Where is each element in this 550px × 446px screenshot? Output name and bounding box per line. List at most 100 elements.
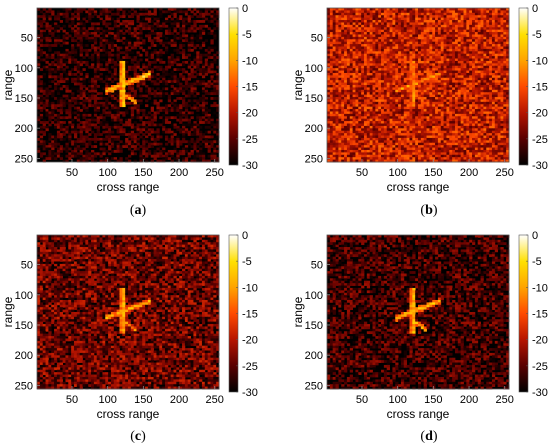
heatmap-cell: [71, 39, 75, 43]
heatmap-cell: [93, 51, 98, 55]
heatmap-cell: [99, 8, 103, 11]
heatmap-cell: [489, 85, 493, 88]
heatmap-cell: [216, 147, 220, 151]
heatmap-cell: [102, 10, 106, 14]
heatmap-cell: [170, 39, 174, 43]
heatmap-cell: [164, 68, 169, 71]
heatmap-cell: [423, 17, 427, 21]
heatmap-cell: [355, 82, 359, 86]
heatmap-cell: [363, 12, 368, 16]
heatmap-cell: [122, 128, 126, 132]
heatmap-cell: [341, 44, 345, 47]
heatmap-cell: [190, 145, 194, 148]
heatmap-cell: [113, 149, 118, 153]
heatmap-cell: [68, 51, 72, 55]
heatmap-cell: [133, 56, 137, 59]
heatmap-cell: [48, 36, 52, 40]
heatmap-cell: [62, 133, 66, 136]
heatmap-cell: [426, 46, 430, 50]
heatmap-cell: [142, 24, 146, 28]
heatmap-cell: [486, 77, 490, 81]
heatmap-cell: [358, 46, 362, 50]
heatmap-cell: [56, 118, 61, 122]
heatmap-cell: [39, 130, 44, 134]
heatmap-cell: [506, 68, 510, 71]
heatmap-cell: [176, 48, 180, 52]
heatmap-cell: [389, 75, 393, 79]
heatmap-cell: [349, 60, 353, 64]
heatmap-cell: [110, 104, 115, 108]
heatmap-cell: [179, 111, 183, 115]
heatmap-cell: [389, 56, 393, 59]
heatmap-cell: [389, 34, 393, 38]
heatmap-cell: [497, 85, 501, 88]
heatmap-cell: [62, 41, 66, 45]
heatmap-cell: [375, 27, 379, 31]
heatmap-cell: [113, 68, 118, 71]
heatmap-cell: [125, 20, 129, 23]
heatmap-cell: [204, 109, 209, 112]
heatmap-cell: [389, 17, 393, 21]
heatmap-cell: [156, 44, 160, 47]
heatmap-cell: [116, 53, 120, 57]
heatmap-cell: [145, 51, 149, 55]
heatmap-cell: [201, 41, 206, 45]
heatmap-cell: [210, 145, 214, 148]
heatmap-cell: [491, 94, 496, 98]
heatmap-cell: [506, 82, 510, 86]
heatmap-cell: [412, 75, 416, 79]
heatmap-cell: [497, 80, 501, 83]
heatmap-cell: [56, 53, 61, 57]
heatmap-cell: [105, 53, 109, 57]
heatmap-cell: [338, 60, 342, 64]
heatmap-cell: [494, 77, 499, 81]
heatmap-cell: [452, 70, 456, 74]
heatmap-cell: [142, 111, 146, 115]
heatmap-cell: [164, 121, 169, 124]
heatmap-cell: [159, 123, 163, 127]
heatmap-cell: [170, 80, 174, 83]
heatmap-cell: [147, 56, 152, 59]
heatmap-cell: [463, 65, 467, 69]
heatmap-cell: [494, 10, 499, 14]
heatmap-cell: [346, 12, 351, 16]
heatmap-cell: [494, 32, 499, 35]
heatmap-cell: [329, 75, 334, 79]
heatmap-cell: [506, 44, 510, 47]
heatmap-cell: [216, 89, 220, 93]
heatmap-cell: [366, 10, 371, 14]
heatmap-cell: [105, 135, 109, 139]
heatmap-cell: [400, 72, 405, 76]
heatmap-cell: [65, 130, 69, 134]
heatmap-cell: [76, 147, 81, 151]
heatmap-cell: [418, 51, 422, 55]
heatmap-cell: [457, 10, 462, 14]
heatmap-cell: [79, 12, 83, 16]
heatmap-cell: [398, 12, 402, 16]
heatmap-cell: [346, 34, 351, 38]
heatmap-cell: [483, 58, 487, 62]
heatmap-cell: [474, 63, 479, 67]
heatmap-cell: [102, 8, 106, 11]
heatmap-cell: [497, 41, 501, 45]
heatmap-cell: [79, 142, 83, 146]
heatmap-cell: [460, 72, 464, 76]
heatmap-cell: [116, 142, 120, 146]
heatmap-cell: [164, 135, 169, 139]
heatmap-cell: [125, 80, 129, 83]
heatmap-cell: [327, 77, 331, 81]
heatmap-cell: [386, 63, 390, 67]
heatmap-cell: [125, 121, 129, 124]
heatmap-cell: [486, 29, 490, 33]
heatmap-cell: [386, 94, 390, 98]
heatmap-cell: [91, 8, 95, 11]
heatmap-cell: [147, 118, 152, 122]
heatmap-cell: [474, 87, 479, 91]
heatmap-cell: [76, 111, 81, 115]
heatmap-cell: [358, 10, 362, 14]
heatmap-cell: [346, 39, 351, 43]
heatmap-cell: [452, 97, 456, 100]
heatmap-cell: [91, 34, 95, 38]
heatmap-cell: [412, 10, 416, 14]
heatmap-cell: [184, 56, 189, 59]
